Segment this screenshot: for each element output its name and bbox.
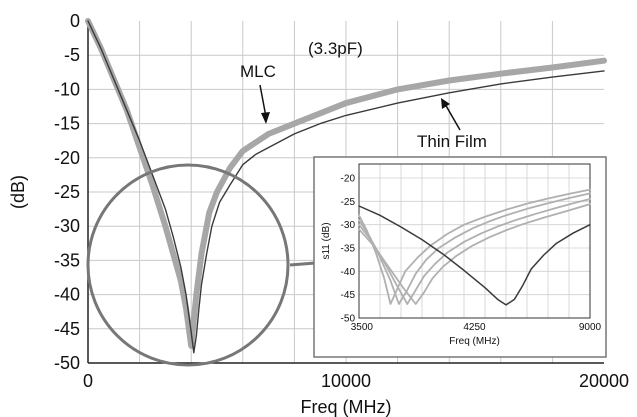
inset-series-line-4 <box>358 203 591 305</box>
inset-plot-frame <box>358 163 591 319</box>
inset-x-tick-label: 3500 <box>351 322 374 333</box>
inset-series-line-2 <box>358 192 591 305</box>
series-line-mlc <box>85 18 607 349</box>
main-y-tick-label: -25 <box>54 182 80 202</box>
inset-y-tick-label: -35 <box>341 244 356 255</box>
inset-y-tick-label: -30 <box>341 220 356 231</box>
main-y-tick-label: -10 <box>54 79 80 99</box>
main-y-tick-label: -15 <box>54 114 80 134</box>
main-y-tick-label: -50 <box>54 353 80 373</box>
main-y-axis-label: (dB) <box>8 175 28 209</box>
chart-title: (3.3pF) <box>308 39 363 58</box>
annotation-thin-film: Thin Film <box>417 132 487 151</box>
inset-x-tick-label: 9000 <box>579 322 602 333</box>
inset-y-tick-label: -40 <box>341 267 356 278</box>
annotation-arrowhead-thin-film <box>441 98 450 109</box>
inset-panel <box>313 156 607 358</box>
main-y-tick-label: -35 <box>54 250 80 270</box>
main-x-axis-label: Freq (MHz) <box>301 397 392 417</box>
annotation-mlc: MLC <box>240 62 276 81</box>
main-x-tick-label: 10000 <box>321 371 371 391</box>
main-x-tick-label: 20000 <box>579 371 629 391</box>
annotation-arrow-mlc <box>259 84 267 118</box>
inset-x-tick-label: 4250 <box>463 322 486 333</box>
inset-y-tick-label: -50 <box>341 314 356 325</box>
inset-y-tick-label: -45 <box>341 290 356 301</box>
main-y-tick-label: 0 <box>70 11 80 31</box>
zoom-circle <box>86 163 290 367</box>
inset-y-tick-label: -20 <box>341 174 356 185</box>
inset-x-tick-labels: 3500 4250 9000 <box>351 322 602 333</box>
main-y-tick-label: -20 <box>54 148 80 168</box>
annotation-arrowhead-mlc <box>261 112 270 124</box>
inset-x-axis-label: Freq (MHz) <box>449 336 500 347</box>
inset-series-line-5 <box>358 205 591 306</box>
annotation-arrow-thin-film <box>444 103 461 131</box>
inset-series-line-3 <box>358 198 591 305</box>
main-x-tick-label: 0 <box>83 371 93 391</box>
inset-y-tick-labels: -20 -25 -30 -35 -40 -45 -50 <box>341 174 356 325</box>
main-y-tick-label: -40 <box>54 285 80 305</box>
series-line-thin-film <box>87 20 605 354</box>
inset-y-tick-label: -25 <box>341 197 356 208</box>
main-x-tick-labels: 0 10000 20000 <box>83 371 629 391</box>
main-y-tick-label: -5 <box>64 45 80 65</box>
inset-y-axis-label: s11 (dB) <box>321 222 332 259</box>
main-y-tick-label: -45 <box>54 319 80 339</box>
main-y-tick-labels: 0 -5 -10 -15 -20 -25 -30 -35 -40 -45 -50 <box>54 11 80 373</box>
main-y-tick-label: -30 <box>54 216 80 236</box>
